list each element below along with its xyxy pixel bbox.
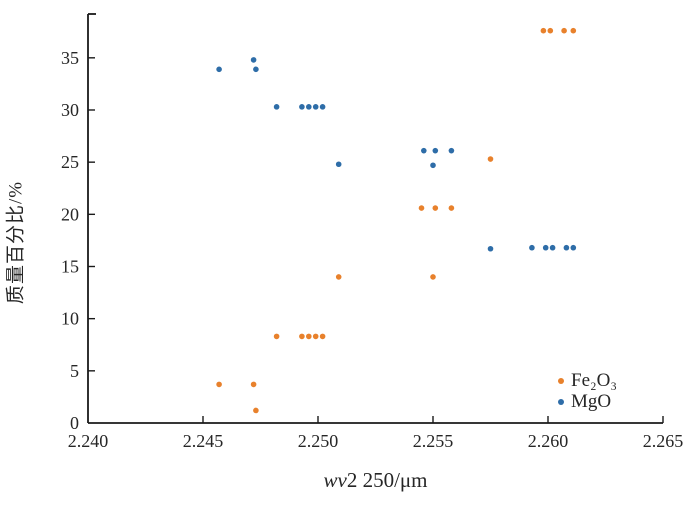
data-point-fe2o3 bbox=[253, 407, 259, 414]
x-tick-label: 2.265 bbox=[643, 431, 684, 451]
y-tick-label: 20 bbox=[61, 204, 79, 224]
y-tick-label: 25 bbox=[61, 152, 79, 172]
data-point-mgo bbox=[253, 66, 259, 73]
data-point-mgo bbox=[312, 104, 319, 110]
x-axis-title-italic: wv bbox=[323, 468, 347, 492]
y-tick-label: 0 bbox=[70, 413, 79, 433]
x-tick-label: 2.245 bbox=[183, 431, 224, 451]
y-tick-label: 30 bbox=[61, 100, 79, 120]
data-point-mgo bbox=[529, 244, 535, 251]
y-tick-label: 5 bbox=[70, 361, 79, 381]
legend-item-mgo: MgO bbox=[558, 391, 617, 412]
data-point-mgo bbox=[487, 245, 494, 252]
legend-label-fe2o3: Fe₂O₃ bbox=[571, 370, 617, 391]
legend-label-mgo: MgO bbox=[571, 391, 612, 412]
data-point-fe2o3 bbox=[570, 27, 577, 34]
data-point-mgo bbox=[432, 147, 439, 154]
x-tick-label: 2.255 bbox=[413, 431, 454, 451]
data-point-mgo bbox=[299, 104, 305, 110]
data-point-mgo bbox=[250, 57, 257, 63]
data-point-fe2o3 bbox=[448, 205, 455, 211]
data-point-mgo bbox=[319, 104, 326, 110]
data-point-mgo bbox=[542, 244, 549, 251]
x-axis-title: wv2 250/μm bbox=[88, 468, 663, 493]
x-tick-label: 2.240 bbox=[68, 431, 109, 451]
y-tick-label: 10 bbox=[61, 309, 79, 329]
data-point-fe2o3 bbox=[306, 333, 312, 340]
data-point-mgo bbox=[273, 104, 280, 110]
data-point-fe2o3 bbox=[487, 156, 494, 162]
data-point-fe2o3 bbox=[299, 333, 305, 340]
data-point-mgo bbox=[563, 244, 570, 251]
y-tick-label: 15 bbox=[61, 256, 79, 276]
mgo-marker-icon bbox=[558, 398, 564, 405]
data-point-fe2o3 bbox=[561, 27, 567, 34]
data-point-fe2o3 bbox=[540, 27, 547, 34]
legend: Fe₂O₃ MgO bbox=[558, 370, 617, 412]
data-point-fe2o3 bbox=[312, 333, 319, 340]
data-point-fe2o3 bbox=[430, 274, 436, 280]
data-point-fe2o3 bbox=[250, 381, 257, 388]
x-tick-label: 2.250 bbox=[298, 431, 339, 451]
data-point-mgo bbox=[549, 244, 556, 251]
data-point-mgo bbox=[216, 66, 222, 73]
x-axis-title-rest: 2 250/μm bbox=[346, 468, 428, 492]
data-point-mgo bbox=[570, 244, 577, 251]
data-point-mgo bbox=[335, 161, 342, 168]
data-point-fe2o3 bbox=[418, 205, 425, 211]
data-point-fe2o3 bbox=[335, 274, 342, 280]
data-point-mgo bbox=[448, 147, 455, 154]
legend-item-fe2o3: Fe₂O₃ bbox=[558, 370, 617, 391]
data-point-fe2o3 bbox=[547, 27, 554, 34]
y-tick-label: 35 bbox=[61, 48, 79, 68]
y-axis-title: 质量百分比/% bbox=[5, 180, 27, 305]
data-point-mgo bbox=[430, 162, 436, 169]
data-point-fe2o3 bbox=[319, 333, 326, 340]
data-point-mgo bbox=[421, 147, 427, 154]
data-point-fe2o3 bbox=[216, 381, 222, 388]
fe2o3-marker-icon bbox=[558, 377, 564, 384]
data-point-fe2o3 bbox=[273, 333, 280, 340]
data-point-mgo bbox=[306, 104, 312, 110]
x-tick-label: 2.260 bbox=[528, 431, 569, 451]
data-point-fe2o3 bbox=[432, 205, 439, 211]
